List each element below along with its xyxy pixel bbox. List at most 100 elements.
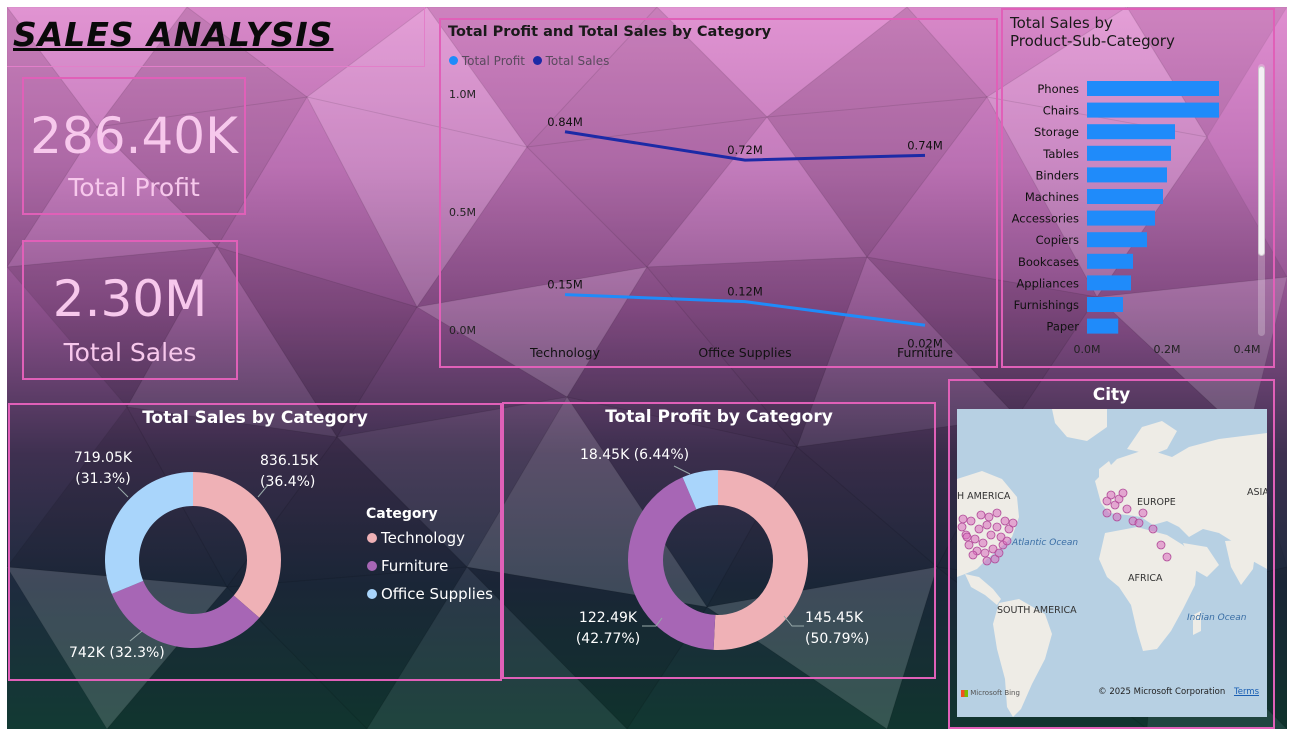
donut-slice[interactable] <box>628 477 716 650</box>
series-line[interactable] <box>564 293 926 327</box>
bar[interactable] <box>1087 102 1219 118</box>
x-tick-label: Technology <box>529 345 601 360</box>
city-marker[interactable] <box>1110 500 1120 510</box>
donut-slice[interactable] <box>682 470 718 510</box>
city-marker[interactable] <box>1148 524 1158 534</box>
bar-chart-panel[interactable]: Total Sales by Product-Sub-Category Phon… <box>1001 8 1275 368</box>
map-view[interactable]: H AMERICA EUROPE ASIA Atlantic Ocean AFR… <box>957 409 1267 717</box>
bar[interactable] <box>1087 167 1167 183</box>
city-marker[interactable] <box>974 524 984 534</box>
city-marker[interactable] <box>982 556 992 566</box>
city-marker[interactable] <box>1118 488 1128 498</box>
city-marker[interactable] <box>970 534 980 544</box>
city-marker[interactable] <box>966 516 976 526</box>
city-marker[interactable] <box>958 514 968 524</box>
bar[interactable] <box>1087 275 1131 291</box>
city-markers[interactable] <box>957 488 1172 566</box>
city-marker[interactable] <box>968 550 978 560</box>
bar[interactable] <box>1087 253 1133 269</box>
bar[interactable] <box>1087 210 1155 226</box>
legend-label-total-profit[interactable]: Total Profit <box>461 54 525 68</box>
city-marker[interactable] <box>1002 536 1012 546</box>
profit-donut-panel[interactable]: Total Profit by Category 145.45K (50.79%)… <box>502 402 936 679</box>
bar[interactable] <box>1087 189 1163 204</box>
city-marker[interactable] <box>994 548 1004 558</box>
city-marker[interactable] <box>1112 512 1122 522</box>
map-attribution: © 2025 Microsoft Corporation Terms <box>1098 687 1259 697</box>
series-line[interactable] <box>564 130 926 162</box>
city-marker[interactable] <box>992 522 1002 532</box>
map-copyright: © 2025 Microsoft Corporation <box>1098 687 1226 697</box>
world-map[interactable]: H AMERICA EUROPE ASIA Atlantic Ocean AFR… <box>957 409 1267 717</box>
x-tick-label: 0.2M <box>1154 343 1181 356</box>
y-tick-label: 0.0M <box>449 324 476 337</box>
city-marker[interactable] <box>1162 552 1172 562</box>
city-marker[interactable] <box>1138 508 1148 518</box>
scrollbar-thumb[interactable] <box>1258 66 1265 256</box>
city-marker[interactable] <box>1156 540 1166 550</box>
city-marker[interactable] <box>1134 518 1144 528</box>
map-terms-link[interactable]: Terms <box>1233 687 1259 697</box>
city-marker[interactable] <box>986 530 996 540</box>
bar-chart[interactable]: Phones Chairs Storage Tables Binders Machines… <box>1003 10 1273 366</box>
city-marker[interactable] <box>1102 508 1112 518</box>
legend-label-total-sales[interactable]: Total Sales <box>545 54 610 68</box>
city-marker[interactable] <box>978 538 988 548</box>
bar[interactable] <box>1087 318 1119 334</box>
bar[interactable] <box>1087 145 1171 161</box>
background-polygon <box>645 116 868 268</box>
city-marker[interactable] <box>992 508 1002 518</box>
donut-slice[interactable] <box>713 470 809 650</box>
bar[interactable] <box>1087 232 1147 248</box>
x-tick-label: Office Supplies <box>698 345 791 360</box>
sales-donut-panel[interactable]: Total Sales by Category 836.15K (36.4%) 74… <box>8 403 502 681</box>
data-label: (50.79%) <box>805 631 869 647</box>
city-marker[interactable] <box>957 522 967 532</box>
data-label: 0.74M <box>907 138 943 152</box>
city-marker[interactable] <box>988 544 998 554</box>
city-marker[interactable] <box>980 548 990 558</box>
scrollbar[interactable] <box>1258 64 1265 336</box>
city-marker[interactable] <box>984 512 994 522</box>
bar[interactable] <box>1087 81 1219 96</box>
city-marker[interactable] <box>1004 524 1014 534</box>
data-label: (42.77%) <box>576 631 640 647</box>
background-polygon <box>796 256 1019 448</box>
leader-line <box>642 617 663 627</box>
city-marker[interactable] <box>962 532 972 542</box>
city-marker[interactable] <box>1102 496 1112 506</box>
x-tick-label: Furniture <box>897 345 953 360</box>
city-marker[interactable] <box>1122 504 1132 514</box>
data-label: (31.3%) <box>75 471 130 487</box>
sales-donut-chart[interactable]: 836.15K (36.4%) 742K (32.3%) 719.05K (31.3%)… <box>10 405 500 679</box>
land-south-america <box>993 599 1052 717</box>
legend-marker <box>367 533 377 543</box>
line-chart-panel[interactable]: Total Profit and Total Sales by Category… <box>439 18 998 368</box>
bar[interactable] <box>1087 124 1175 140</box>
bar[interactable] <box>1087 297 1123 312</box>
donut-slice[interactable] <box>193 472 281 618</box>
city-marker[interactable] <box>982 520 992 530</box>
data-label: 836.15K <box>260 453 319 469</box>
city-marker[interactable] <box>996 532 1006 542</box>
profit-donut-chart[interactable]: 145.45K (50.79%) 122.49K (42.77%) 18.45K (6.… <box>504 404 934 677</box>
city-marker[interactable] <box>990 554 1000 564</box>
city-marker[interactable] <box>976 510 986 520</box>
donut-slice[interactable] <box>105 472 193 594</box>
chart-legend: Total Profit Total Sales <box>449 54 609 68</box>
city-marker[interactable] <box>1106 490 1116 500</box>
city-marker[interactable] <box>1114 494 1124 504</box>
dashboard-canvas: SALES ANALYSIS 286.40K Total Profit 2.30… <box>7 7 1287 729</box>
city-marker[interactable] <box>964 540 974 550</box>
line-chart[interactable]: 1.0M 0.5M 0.0M Technology Office Supplies Fur… <box>441 20 996 366</box>
background-polygon <box>866 96 1098 298</box>
background-polygon <box>415 146 649 308</box>
background-polygon <box>215 246 418 438</box>
category-label: Chairs <box>1043 104 1079 118</box>
background-polygon <box>216 95 418 308</box>
city-marker[interactable] <box>1000 516 1010 526</box>
city-marker[interactable] <box>1008 518 1018 528</box>
map-title: City <box>1092 385 1131 405</box>
city-map-panel[interactable]: City H AMERICA EUROPE ASIA Atlantic Ocea… <box>948 379 1275 729</box>
donut-slice[interactable] <box>111 580 260 648</box>
